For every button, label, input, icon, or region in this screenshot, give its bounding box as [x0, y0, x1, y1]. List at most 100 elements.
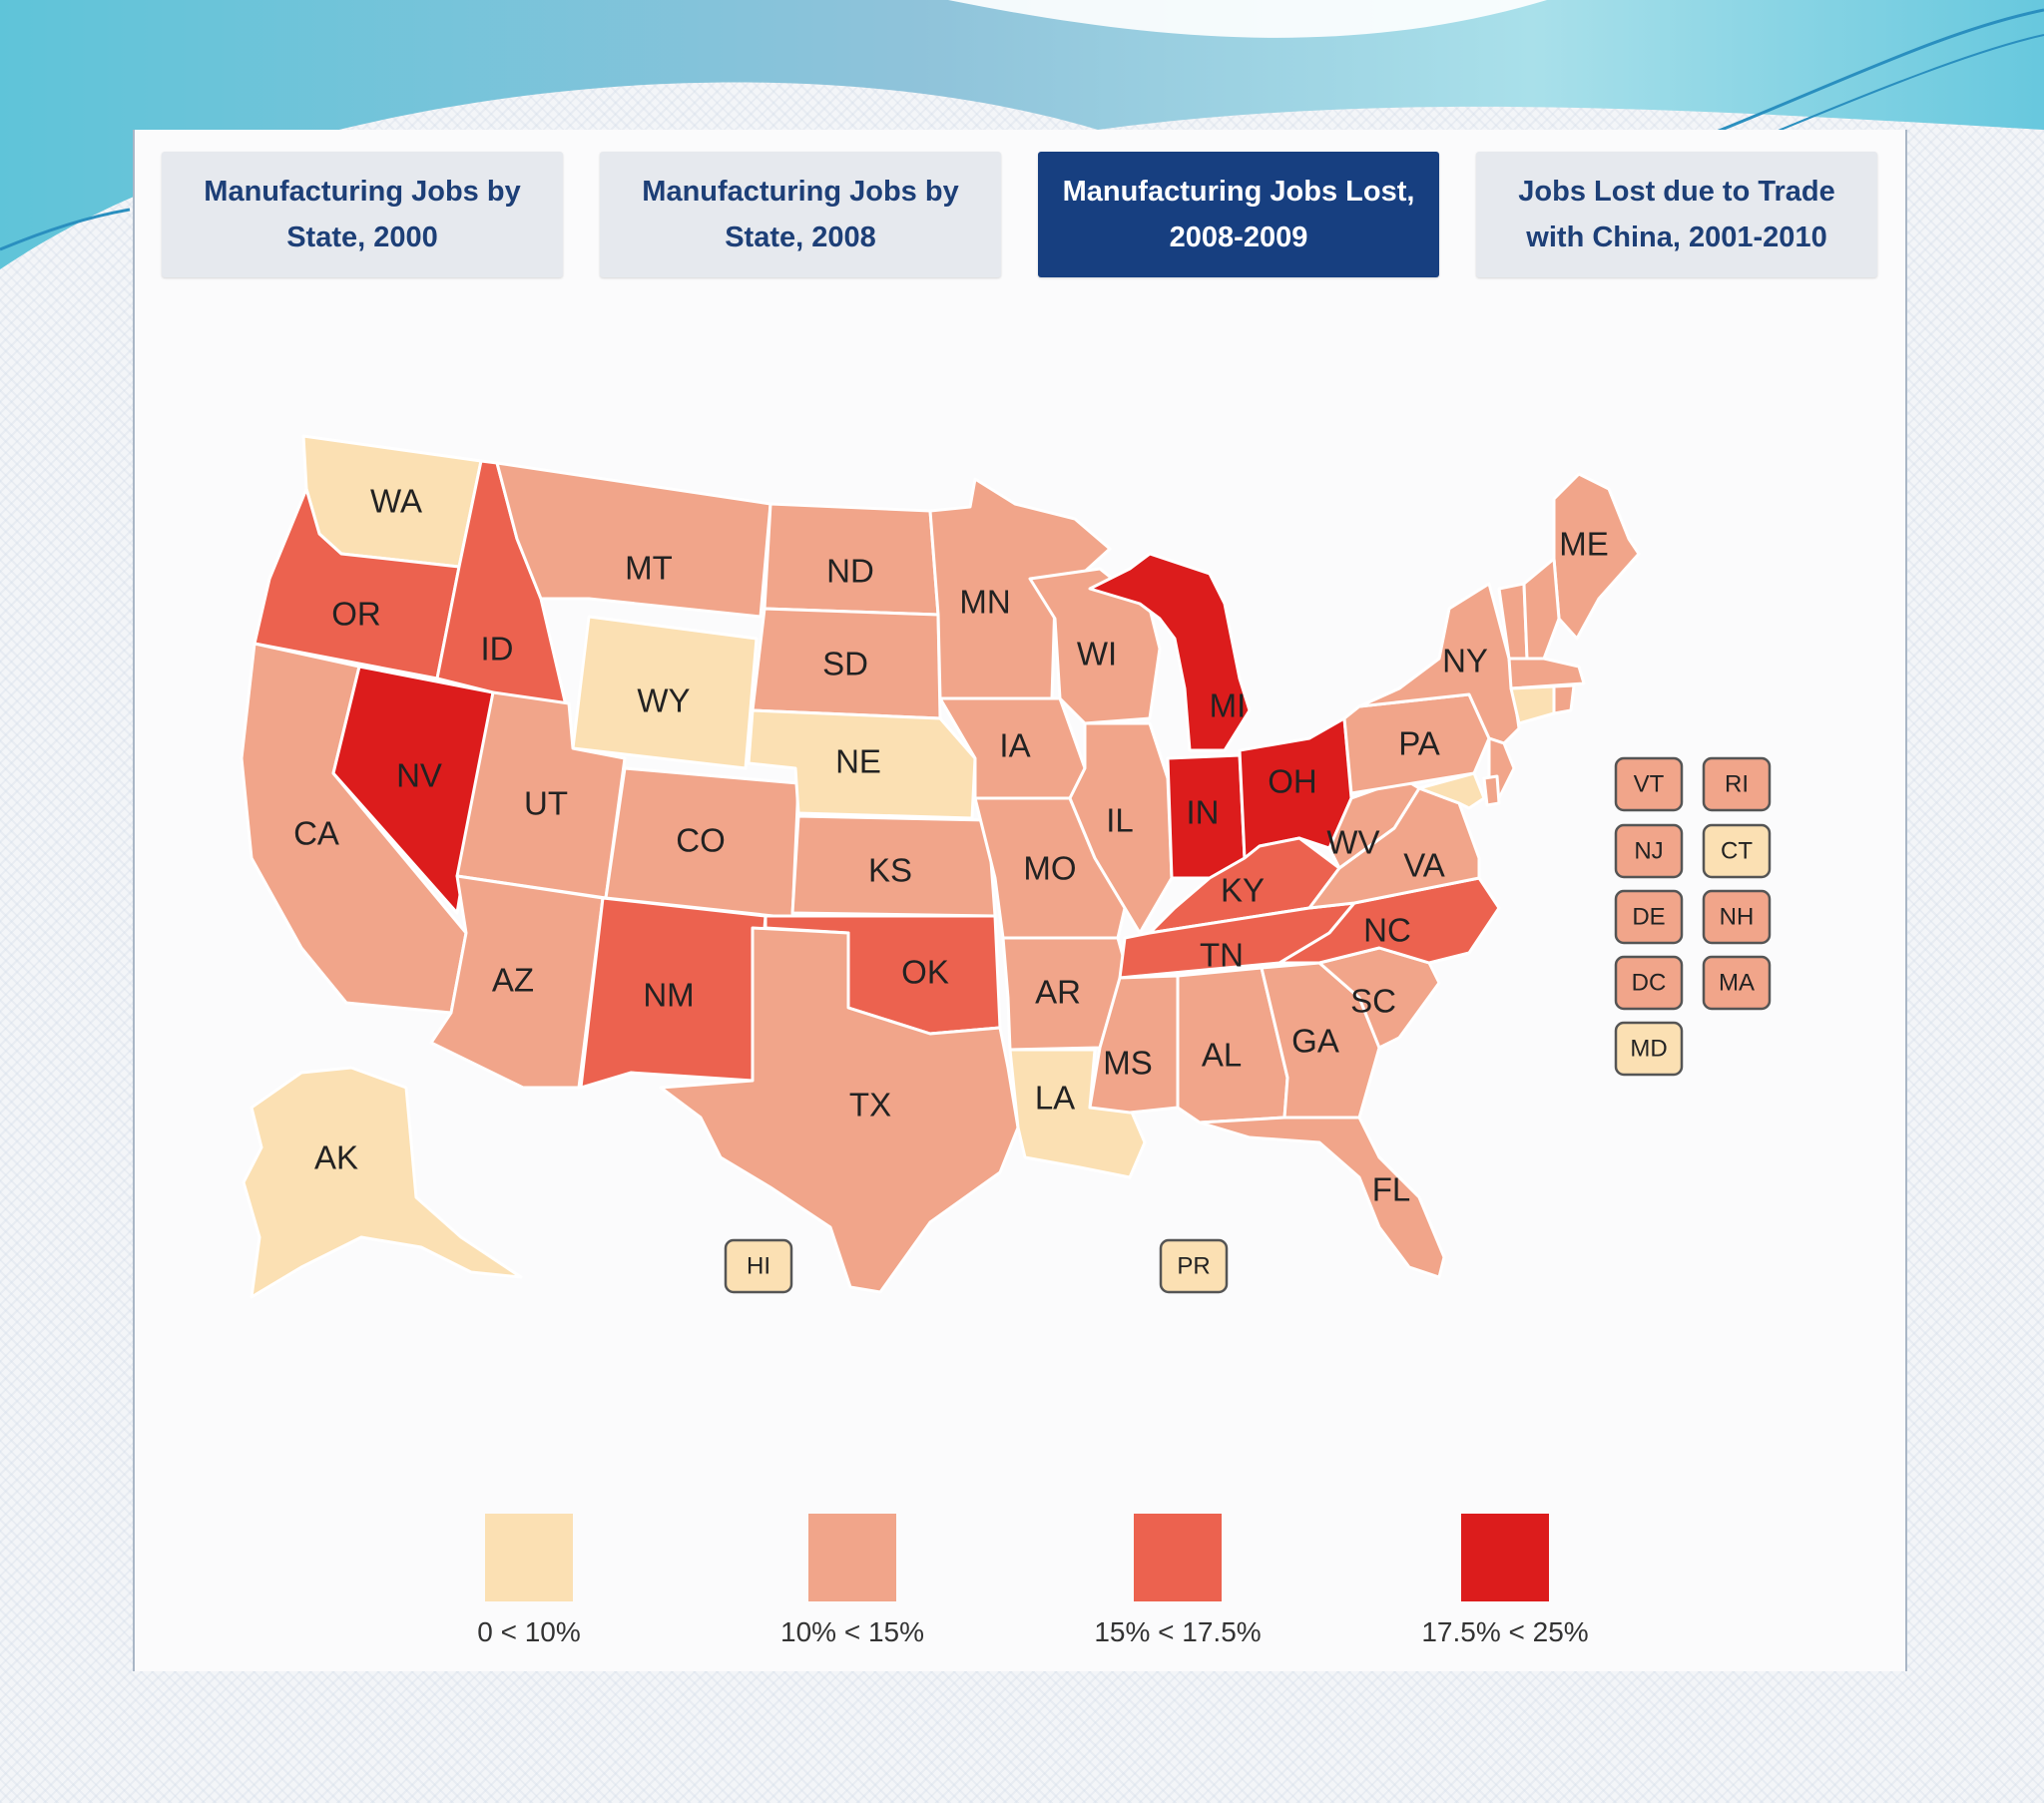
- state-MA[interactable]: [1507, 657, 1586, 690]
- state-label-wa: WA: [370, 483, 422, 520]
- state-label-nd: ND: [826, 553, 874, 590]
- state-label-fl: FL: [1372, 1171, 1411, 1208]
- state-NC[interactable]: [1278, 876, 1501, 965]
- state-label-mi: MI: [1210, 687, 1247, 724]
- state-label-ga: GA: [1291, 1023, 1339, 1060]
- tab-manufacturing-jobs-2008[interactable]: Manufacturing Jobs by State, 2008: [600, 152, 1001, 277]
- state-chip-box: [1614, 1021, 1684, 1077]
- state-label-oh: OH: [1268, 763, 1317, 800]
- state-chip-box: [1702, 756, 1772, 812]
- tab-label-line2: State, 2008: [725, 222, 876, 253]
- tab-label-line1: Manufacturing Jobs by: [642, 176, 959, 208]
- state-label-ne: NE: [835, 743, 881, 780]
- state-CT[interactable]: [1509, 684, 1556, 725]
- state-label-co: CO: [676, 822, 726, 859]
- state-label-ok: OK: [901, 954, 949, 991]
- state-label-ca: CA: [293, 815, 339, 852]
- state-chip-label: VT: [1634, 770, 1665, 797]
- state-chip-box: [1702, 823, 1772, 879]
- state-label-wy: WY: [637, 682, 690, 719]
- state-label-ia: IA: [999, 727, 1030, 764]
- state-label-mo: MO: [1023, 850, 1076, 887]
- tab-jobs-lost-trade-china[interactable]: Jobs Lost due to Trade with China, 2001-2…: [1476, 152, 1877, 277]
- state-NM[interactable]: [579, 896, 767, 1090]
- legend-swatch-3: [1461, 1514, 1549, 1601]
- state-chip-md[interactable]: MD: [1614, 1021, 1684, 1077]
- state-chip-box: [1614, 823, 1684, 879]
- state-NE[interactable]: [747, 708, 977, 820]
- legend-label-3: 17.5% < 25%: [1421, 1616, 1588, 1647]
- state-chip-box: [1614, 955, 1684, 1011]
- state-label-ar: AR: [1035, 974, 1081, 1011]
- state-chip-label: NJ: [1634, 837, 1663, 864]
- state-chip-label: PR: [1177, 1252, 1210, 1279]
- state-NV[interactable]: [331, 665, 495, 915]
- state-chip-ct[interactable]: CT: [1702, 823, 1772, 879]
- state-chip-ma[interactable]: MA: [1702, 955, 1772, 1011]
- state-label-wv: WV: [1326, 824, 1379, 861]
- legend-label-2: 15% < 17.5%: [1094, 1616, 1261, 1647]
- state-chip-label: DC: [1632, 969, 1667, 996]
- state-label-or: OR: [331, 596, 381, 633]
- tab-label-line2: State, 2000: [286, 222, 438, 253]
- state-LA[interactable]: [1008, 1048, 1147, 1179]
- state-chip-nh[interactable]: NH: [1702, 889, 1772, 945]
- state-chip-nj[interactable]: NJ: [1614, 823, 1684, 879]
- legend-swatch-0: [485, 1514, 573, 1601]
- state-chip-dc[interactable]: DC: [1614, 955, 1684, 1011]
- state-DE[interactable]: [1482, 774, 1501, 807]
- tab-manufacturing-jobs-2000[interactable]: Manufacturing Jobs by State, 2000: [162, 152, 563, 277]
- legend-label-0: 0 < 10%: [477, 1616, 581, 1647]
- state-chip-ri[interactable]: RI: [1702, 756, 1772, 812]
- state-label-al: AL: [1202, 1037, 1242, 1074]
- state-MN[interactable]: [928, 477, 1112, 700]
- state-label-sd: SD: [822, 646, 868, 682]
- tab-manufacturing-jobs-lost-2008-2009[interactable]: Manufacturing Jobs Lost, 2008-2009: [1038, 152, 1439, 277]
- state-chip-label: MA: [1719, 969, 1755, 996]
- state-chip-vt[interactable]: VT: [1614, 756, 1684, 812]
- tab-label-line1: Manufacturing Jobs Lost,: [1062, 176, 1415, 208]
- state-FL[interactable]: [1198, 1116, 1446, 1279]
- legend-swatch-2: [1134, 1514, 1222, 1601]
- state-chip-box: [724, 1238, 793, 1294]
- state-chip-label: DE: [1632, 903, 1665, 930]
- tab-label-line1: Manufacturing Jobs by: [204, 176, 521, 208]
- state-label-ny: NY: [1442, 643, 1488, 679]
- state-label-il: IL: [1106, 802, 1134, 839]
- state-IL[interactable]: [1068, 721, 1174, 935]
- state-TX[interactable]: [659, 926, 1020, 1294]
- state-label-ks: KS: [868, 852, 912, 889]
- state-chip-hi[interactable]: HI: [724, 1238, 793, 1294]
- state-chip-box: [1702, 955, 1772, 1011]
- state-label-mt: MT: [625, 550, 673, 587]
- state-AK[interactable]: [242, 1066, 523, 1299]
- state-label-ak: AK: [314, 1139, 358, 1176]
- state-WY[interactable]: [571, 615, 759, 770]
- state-chip-box: [1702, 889, 1772, 945]
- state-RI[interactable]: [1552, 683, 1576, 715]
- state-MI[interactable]: [1088, 552, 1252, 752]
- state-chip-de[interactable]: DE: [1614, 889, 1684, 945]
- state-NH[interactable]: [1522, 557, 1561, 661]
- state-MD[interactable]: [1417, 771, 1486, 810]
- state-chip-box: [1614, 756, 1684, 812]
- state-chip-pr[interactable]: PR: [1159, 1238, 1229, 1294]
- state-label-wi: WI: [1077, 636, 1117, 673]
- state-label-mn: MN: [959, 584, 1010, 621]
- state-label-tx: TX: [849, 1087, 891, 1124]
- state-chip-label: RI: [1725, 770, 1749, 797]
- state-chip-label: MD: [1630, 1035, 1667, 1062]
- tab-label-line2: with China, 2001-2010: [1526, 222, 1827, 253]
- state-label-nm: NM: [643, 977, 694, 1014]
- state-chip-label: NH: [1720, 903, 1755, 930]
- state-label-nc: NC: [1363, 912, 1411, 949]
- state-label-ky: KY: [1221, 872, 1265, 909]
- state-chip-box: [1159, 1238, 1229, 1294]
- state-MT[interactable]: [495, 461, 772, 619]
- state-chip-label: CT: [1721, 837, 1753, 864]
- state-label-nv: NV: [396, 757, 442, 794]
- decorative-wave-header: [0, 0, 2044, 269]
- tab-label-line2: 2008-2009: [1169, 222, 1308, 253]
- us-choropleth-map: WA OR CA NV ID MT WY UT AZ CO NM ND SD NE KS OK TX MN IA MO…: [240, 434, 1772, 1647]
- state-label-pa: PA: [1398, 725, 1440, 762]
